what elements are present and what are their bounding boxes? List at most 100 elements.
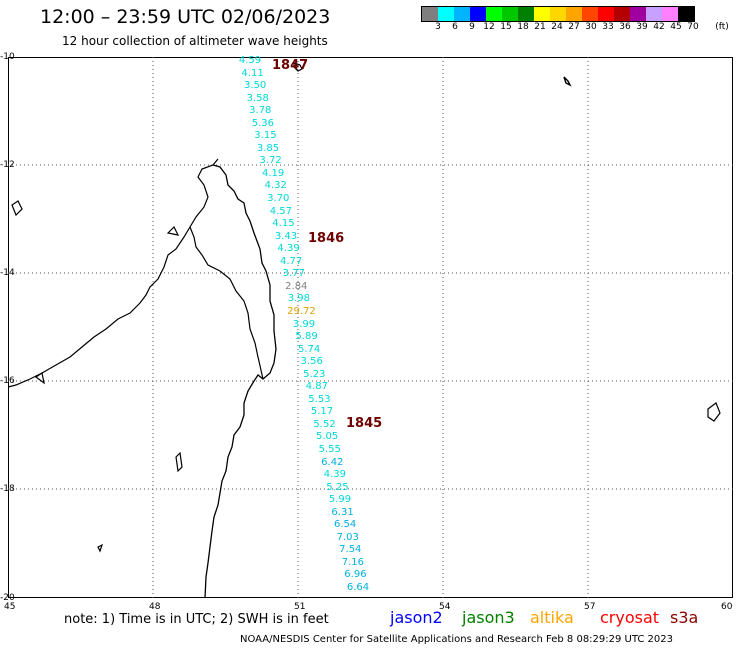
- latitude-label: -20: [0, 593, 15, 603]
- longitude-label: 57: [584, 602, 596, 612]
- madagascar-coastline: [204, 164, 277, 598]
- wave-height-value: 7.03: [336, 531, 359, 543]
- map-area: [8, 57, 733, 598]
- scale-swatch: [678, 7, 694, 21]
- wave-height-value: 6.96: [344, 569, 367, 581]
- scale-swatch: [614, 7, 630, 21]
- scale-label: 39: [636, 22, 648, 32]
- wave-height-value: 3.58: [246, 92, 269, 104]
- wave-height-value: 6.64: [346, 582, 370, 593]
- wave-height-value: 3.72: [259, 155, 282, 167]
- map-border: [8, 57, 733, 598]
- scale-label: 30: [585, 22, 597, 32]
- islands-west: [11, 200, 183, 553]
- wave-height-value: 6.42: [321, 456, 344, 468]
- scale-swatch: [582, 7, 598, 21]
- scale-label: 15: [500, 22, 512, 32]
- scale-swatch: [550, 7, 566, 21]
- wave-height-value: 5.17: [310, 406, 334, 418]
- wave-height-value: 5.99: [328, 494, 352, 506]
- wave-height-value: 3.78: [249, 105, 272, 117]
- wave-height-value: 3.50: [244, 80, 267, 92]
- wave-height-value: 5.55: [318, 443, 341, 455]
- wave-height-value: 3.98: [287, 293, 310, 305]
- scale-swatch: [630, 7, 646, 21]
- small-island-east: [707, 402, 721, 422]
- scale-swatch: [422, 7, 438, 21]
- wave-height-value: 5.36: [251, 117, 274, 129]
- longitude-label: 60: [721, 602, 733, 612]
- longitude-label: 51: [294, 602, 306, 612]
- wave-height-value: 4.59: [238, 55, 262, 66]
- graticule-grid: [8, 57, 733, 598]
- scale-swatch: [502, 7, 518, 21]
- wave-height-color-scale: [421, 6, 695, 22]
- latitude-label: -12: [0, 160, 15, 170]
- satellite-legend-jason2: jason2: [390, 608, 443, 627]
- scale-swatch: [534, 7, 550, 21]
- wave-height-value: 6.54: [334, 519, 357, 531]
- wave-height-value: 3.70: [267, 193, 290, 205]
- scale-swatch: [470, 7, 486, 21]
- track-timestamp-label: 1846: [308, 231, 345, 246]
- scale-label: 12: [483, 22, 495, 32]
- wave-height-value: 4.39: [277, 243, 300, 255]
- wave-height-value: 4.77: [280, 255, 303, 267]
- longitude-label: 48: [149, 602, 161, 612]
- scale-swatch: [598, 7, 614, 21]
- wave-height-value: 3.85: [256, 142, 280, 154]
- latitude-label: -16: [0, 376, 15, 386]
- color-scale-labels: 3 6 9 12 15 18 21 24 27 30 33 36 39 42 45 70 (ft): [421, 22, 740, 34]
- satellite-legend-jason3: jason3: [462, 608, 515, 627]
- latitude-label: -14: [0, 268, 15, 278]
- map-title: 12:00 – 23:59 UTC 02/06/2023: [40, 6, 331, 28]
- wave-height-value: 5.23: [303, 368, 326, 380]
- units-note: note: 1) Time is in UTC; 2) SWH is in fe…: [64, 612, 329, 627]
- wave-height-value: 5.53: [308, 393, 331, 405]
- small-island-northeast: [563, 76, 572, 87]
- scale-swatch: [454, 7, 470, 21]
- scale-label: 9: [469, 22, 475, 32]
- scale-swatch: [646, 7, 662, 21]
- satellite-legend-s3a: s3a: [670, 608, 699, 627]
- wave-height-value: 4.32: [264, 180, 287, 192]
- map-subtitle: 12 hour collection of altimeter wave hei…: [62, 34, 328, 48]
- satellite-legend-altika: altika: [530, 608, 574, 627]
- scale-swatch: [518, 7, 534, 21]
- scale-swatch: [438, 7, 454, 21]
- scale-label: 3: [435, 22, 441, 32]
- scale-label: 45: [670, 22, 682, 32]
- scale-swatch: [486, 7, 502, 21]
- longitude-label: 54: [439, 602, 451, 612]
- wave-height-value: 5.74: [298, 343, 321, 355]
- wave-height-value: 3.15: [254, 130, 277, 142]
- scale-label: 24: [551, 22, 563, 32]
- wave-height-value: 4.87: [305, 381, 328, 393]
- wave-height-value: 5.05: [316, 431, 339, 443]
- wave-height-value: 3.99: [292, 318, 316, 330]
- wave-height-value: 6.31: [331, 506, 354, 518]
- satellite-legend-cryosat: cryosat: [600, 608, 660, 627]
- scale-label: 21: [534, 22, 546, 32]
- scale-label: 70: [687, 22, 699, 32]
- wave-height-value: 4.11: [241, 67, 264, 79]
- latitude-label: -10: [0, 52, 15, 62]
- wave-height-value: 5.89: [295, 331, 318, 343]
- wave-height-value: 4.39: [323, 469, 346, 481]
- scale-label: 18: [517, 22, 529, 32]
- wave-height-value: 3.56: [300, 356, 323, 368]
- scale-label: 33: [602, 22, 614, 32]
- scale-label: 42: [653, 22, 665, 32]
- track-timestamp-label: 1845: [346, 416, 383, 431]
- scale-label: 6: [452, 22, 458, 32]
- madagascar-west-coastline: [8, 158, 264, 388]
- wave-height-value: 7.16: [341, 556, 364, 568]
- wave-height-value: 2.84: [285, 280, 308, 292]
- wave-height-value: 5.25: [326, 481, 349, 493]
- latitude-label: -18: [0, 484, 15, 494]
- wave-height-value: 4.19: [262, 167, 285, 179]
- wave-height-value: 7.54: [339, 544, 362, 556]
- scale-label: 36: [619, 22, 631, 32]
- wave-height-value: 4.57: [269, 205, 292, 217]
- scale-swatch: [566, 7, 582, 21]
